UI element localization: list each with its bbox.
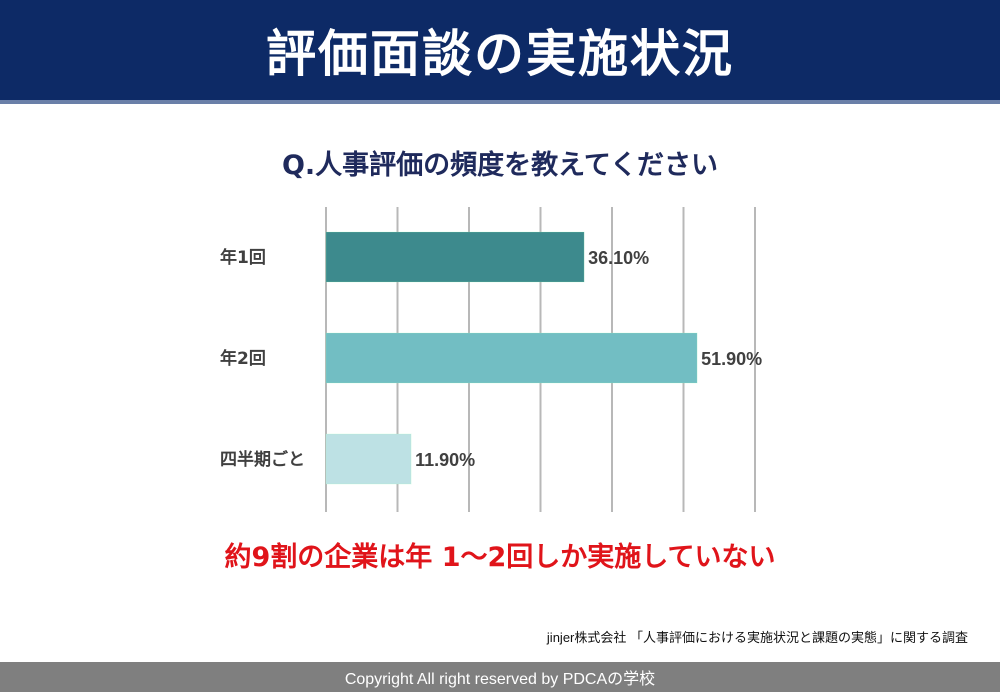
chart-question: Q.人事評価の頻度を教えてください xyxy=(281,150,719,181)
category-label: 四半期ごと xyxy=(220,449,305,470)
bar xyxy=(325,433,412,485)
bar xyxy=(325,332,698,384)
source-note: jinjer株式会社 「人事評価における実施状況と課題の実態」に関する調査 xyxy=(546,630,968,645)
value-label: 36.10% xyxy=(588,248,649,268)
category-label: 年1回 xyxy=(220,247,266,268)
page-title: 評価面談の実施状況 xyxy=(266,25,734,83)
value-label: 51.90% xyxy=(701,349,762,369)
bar xyxy=(325,231,585,283)
value-label: 11.90% xyxy=(415,450,475,470)
category-label: 年2回 xyxy=(220,348,266,369)
header-banner: 評価面談の実施状況 xyxy=(0,0,1000,104)
conclusion-text: 約9割の企業は年 1〜2回しか実施していない xyxy=(224,542,776,573)
copyright-footer: Copyright All right reserved by PDCAの学校 xyxy=(0,662,1000,692)
